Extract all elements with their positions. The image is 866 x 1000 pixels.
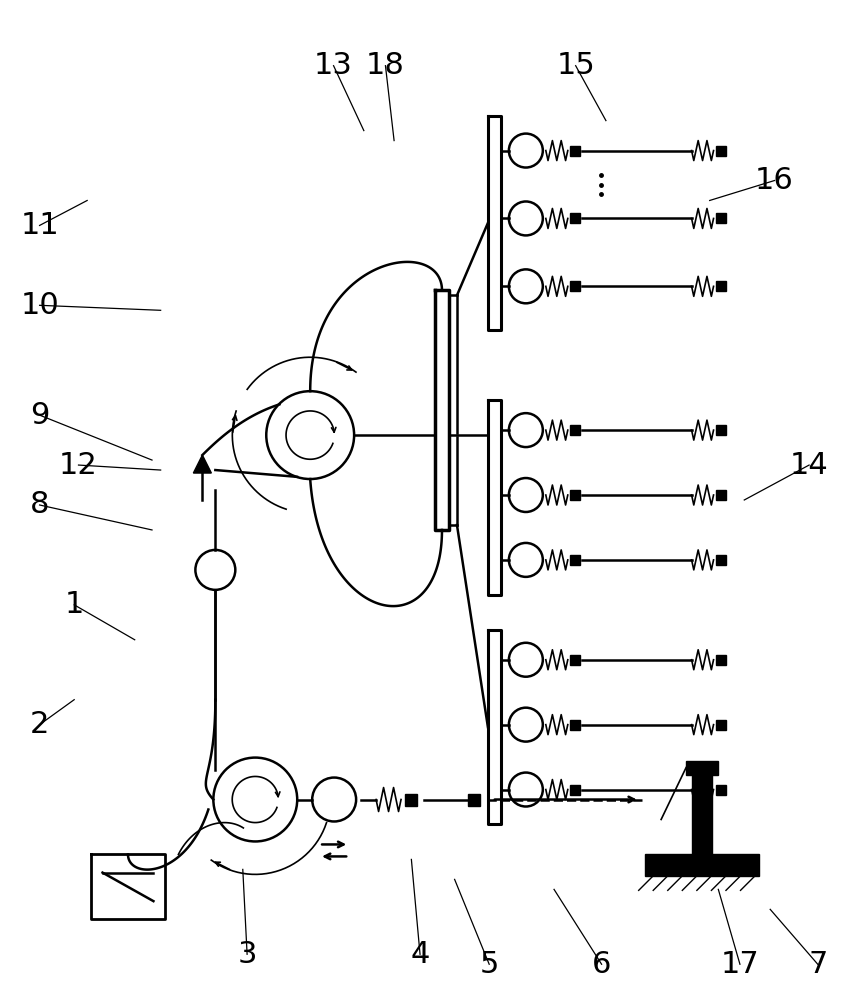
- Polygon shape: [468, 794, 480, 806]
- Text: 17: 17: [721, 950, 759, 979]
- Text: 7: 7: [808, 950, 827, 979]
- Polygon shape: [570, 425, 579, 435]
- Polygon shape: [715, 146, 726, 156]
- Text: 6: 6: [592, 950, 611, 979]
- Polygon shape: [570, 555, 579, 565]
- Polygon shape: [715, 555, 726, 565]
- Text: 5: 5: [480, 950, 499, 979]
- Text: 4: 4: [410, 940, 430, 969]
- Text: 14: 14: [790, 451, 829, 480]
- Text: 1: 1: [64, 590, 84, 619]
- Text: 12: 12: [59, 451, 98, 480]
- Polygon shape: [715, 425, 726, 435]
- Polygon shape: [715, 655, 726, 665]
- Polygon shape: [686, 761, 718, 775]
- Polygon shape: [570, 785, 579, 795]
- Text: 16: 16: [755, 166, 794, 195]
- Polygon shape: [570, 720, 579, 730]
- Polygon shape: [570, 146, 579, 156]
- Text: 3: 3: [237, 940, 257, 969]
- Polygon shape: [715, 490, 726, 500]
- Polygon shape: [193, 455, 211, 473]
- Polygon shape: [570, 655, 579, 665]
- Text: 18: 18: [366, 51, 405, 80]
- Polygon shape: [405, 794, 417, 806]
- Polygon shape: [715, 720, 726, 730]
- Polygon shape: [570, 281, 579, 291]
- Polygon shape: [570, 213, 579, 223]
- Polygon shape: [715, 785, 726, 795]
- Text: 2: 2: [30, 710, 49, 739]
- Polygon shape: [715, 213, 726, 223]
- Text: 10: 10: [20, 291, 59, 320]
- Polygon shape: [644, 854, 759, 876]
- Polygon shape: [570, 490, 579, 500]
- Polygon shape: [692, 775, 712, 854]
- Text: 13: 13: [314, 51, 353, 80]
- Polygon shape: [715, 281, 726, 291]
- Text: 15: 15: [556, 51, 595, 80]
- Text: 9: 9: [30, 401, 49, 430]
- Text: 8: 8: [29, 490, 49, 519]
- Text: 11: 11: [20, 211, 59, 240]
